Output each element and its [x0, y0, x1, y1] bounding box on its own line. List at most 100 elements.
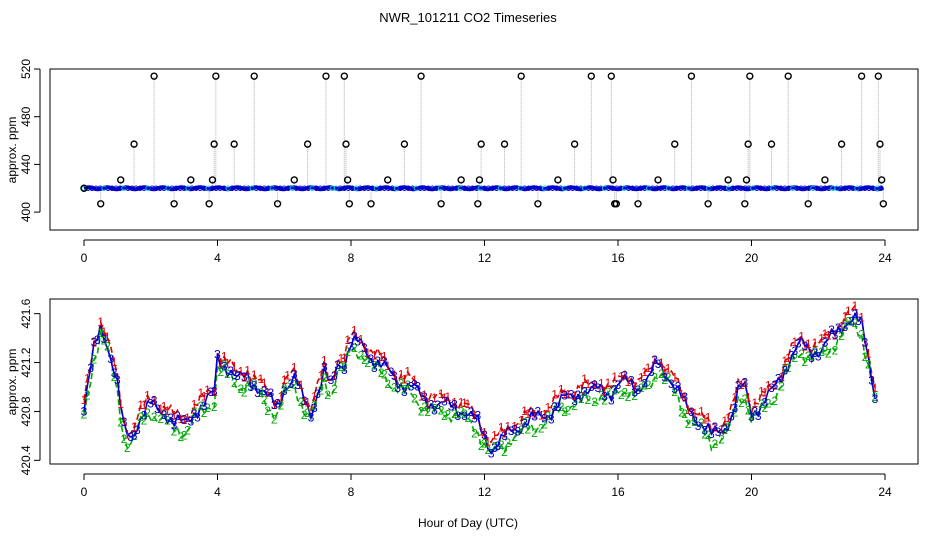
- series-2-label: 2: [364, 356, 371, 370]
- series-2-label: 2: [344, 345, 351, 359]
- series-3-label: 3: [588, 380, 595, 394]
- series-3-label: 3: [271, 398, 278, 412]
- series-2-label: 2: [424, 405, 431, 419]
- series-2-label: 2: [785, 361, 792, 375]
- series-2-label: 2: [338, 360, 345, 374]
- spike-point: [746, 72, 754, 80]
- series-1-label: 1: [191, 397, 198, 411]
- spike-point: [857, 72, 866, 80]
- series-2-label: 2: [444, 408, 451, 422]
- series-2-label: 2: [141, 413, 148, 427]
- series-1-label: 1: [852, 299, 859, 313]
- series-2-label: 2: [832, 343, 839, 357]
- series-3-label: 3: [571, 394, 578, 408]
- series-2-label: 2: [745, 403, 752, 417]
- x-tick-label: 16: [611, 251, 625, 265]
- series-3-label: 3: [691, 414, 698, 428]
- series-3-label: 3: [341, 363, 348, 377]
- series-3-label: 3: [748, 410, 755, 424]
- series-2-label: 2: [384, 377, 391, 391]
- series-2-label: 2: [184, 424, 191, 438]
- series-1-label: 1: [384, 359, 391, 373]
- series-2-label: 2: [565, 403, 572, 417]
- series-1-label: 1: [701, 413, 708, 427]
- series-2-label: 2: [171, 424, 178, 438]
- series-1-label: 1: [364, 346, 371, 360]
- series-3-label: 3: [234, 369, 241, 383]
- series-3-label: 3: [254, 386, 261, 400]
- series-1-label: 1: [551, 387, 558, 401]
- series-3-label: 3: [792, 344, 799, 358]
- series-3-label: 3: [321, 360, 328, 374]
- series-1-label: 1: [301, 394, 308, 408]
- series-1-label: 1: [691, 406, 698, 420]
- spike-point: [384, 176, 392, 184]
- series-2-label: 2: [792, 351, 799, 365]
- spike-point: [879, 200, 888, 208]
- series-1-label: 1: [181, 413, 188, 427]
- series-1-label: 1: [561, 387, 568, 401]
- series-2-label: 2: [731, 406, 738, 420]
- series-1-label: 1: [321, 353, 328, 367]
- spike-point: [210, 140, 218, 148]
- series-3-label: 3: [812, 346, 819, 360]
- x-tick-label: 12: [478, 251, 492, 265]
- series-2-label: 2: [97, 326, 104, 340]
- series-1-label: 1: [698, 405, 705, 419]
- x-tick-label: 20: [745, 251, 759, 265]
- series-3-label: 3: [291, 368, 298, 382]
- spike-point: [205, 200, 213, 208]
- series-3-label: 3: [548, 413, 555, 427]
- series-2-label: 2: [484, 443, 491, 457]
- series-1-label: 1: [591, 377, 598, 391]
- series-2-label: 2: [411, 391, 418, 405]
- series-3-label: 3: [228, 364, 235, 378]
- series-3-label: 3: [141, 409, 148, 423]
- spike-point: [80, 184, 88, 192]
- series-2-label: 2: [611, 384, 618, 398]
- series-1-label: 1: [785, 351, 792, 365]
- series-3-label: 3: [274, 397, 281, 411]
- series-3-label: 3: [454, 409, 461, 423]
- series-1-label: 1: [204, 383, 211, 397]
- series-2-label: 2: [264, 404, 271, 418]
- series-3-label: 3: [261, 384, 268, 398]
- series-2-label: 2: [645, 378, 652, 392]
- series-1-label: 1: [431, 391, 438, 405]
- series-1-label: 1: [231, 360, 238, 374]
- series-2-label: 2: [751, 404, 758, 418]
- series-1-label: 1: [798, 329, 805, 343]
- series-2-label: 2: [304, 406, 311, 420]
- series-2-label: 2: [104, 339, 111, 353]
- series-2-label: 2: [618, 388, 625, 402]
- series-3-label: 3: [131, 428, 138, 442]
- series-3-label: 3: [515, 424, 522, 438]
- series-2-label: 2: [381, 367, 388, 381]
- spike-point: [874, 72, 883, 80]
- series-3-label: 3: [862, 335, 869, 349]
- series-2-label: 2: [762, 401, 769, 415]
- spike-point: [607, 72, 616, 80]
- series-3-label: 3: [728, 410, 735, 424]
- series-2-label: 2: [177, 430, 184, 444]
- series-2-label: 2: [318, 383, 325, 397]
- series-1-label: 1: [461, 396, 468, 410]
- series-1-label: 1: [171, 409, 178, 423]
- series-2-label: 2: [758, 397, 765, 411]
- spike-point: [345, 200, 354, 208]
- series-1-label: 1: [598, 376, 605, 390]
- spike-point: [687, 72, 696, 80]
- top-averaged-series: [81, 185, 885, 192]
- series-1-label: 1: [361, 340, 368, 354]
- series-3-label: 3: [94, 333, 101, 347]
- series-2-label: 2: [241, 385, 248, 399]
- series-3-label: 3: [134, 423, 141, 437]
- series-1-label: 1: [157, 402, 164, 416]
- series-2-label: 2: [124, 441, 131, 455]
- spike-point: [612, 200, 621, 208]
- series-3-label: 3: [471, 411, 478, 425]
- x-tick-label: 8: [348, 251, 355, 265]
- series-3-label: 3: [561, 388, 568, 402]
- series-3-label: 3: [211, 384, 218, 398]
